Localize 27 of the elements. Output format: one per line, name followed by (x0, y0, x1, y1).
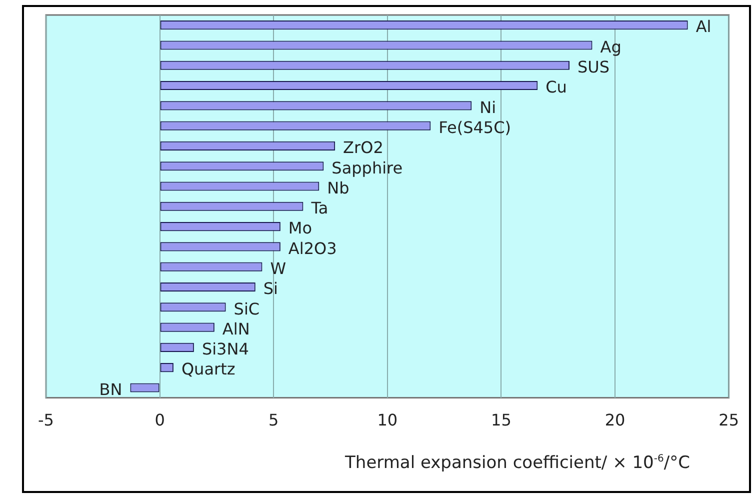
x-tick-label: 5 (268, 410, 279, 430)
y-tick-label: Si (263, 279, 278, 298)
x-tick-label: -5 (38, 410, 54, 430)
y-tick-label: AlN (222, 319, 250, 338)
y-tick-label: ZrO2 (343, 138, 384, 158)
y-tick-label: SiC (234, 299, 260, 318)
y-tick-label: BN (99, 380, 122, 399)
x-tick-label: 0 (154, 410, 165, 430)
y-tick-label: Cu (546, 78, 567, 97)
y-tick-label: Fe(S45C) (438, 118, 511, 137)
y-tick-label: Mo (288, 218, 312, 238)
y-tick-label: W (270, 259, 286, 278)
y-tick-label: Ta (310, 198, 328, 218)
y-tick-label: Al (696, 17, 712, 36)
y-tick-label: Nb (327, 178, 350, 198)
x-tick-label: 25 (718, 410, 739, 430)
y-tick-label: Ag (600, 37, 622, 56)
y-tick-label: Quartz (181, 360, 236, 379)
y-tick-label: Si3N4 (202, 340, 249, 359)
x-tick-label: 10 (377, 410, 398, 430)
x-tick-label: 20 (604, 410, 626, 430)
x-axis-title: Thermal expansion coefficient/ × 10$^{-6}$/°C (344, 453, 691, 473)
y-tick-label: Ni (480, 98, 496, 117)
y-tick-label: Al2O3 (288, 238, 337, 258)
x-tick-label: 15 (491, 410, 512, 430)
y-tick-label: SUS (577, 58, 610, 77)
y-tick-label: Sapphire (332, 158, 403, 178)
